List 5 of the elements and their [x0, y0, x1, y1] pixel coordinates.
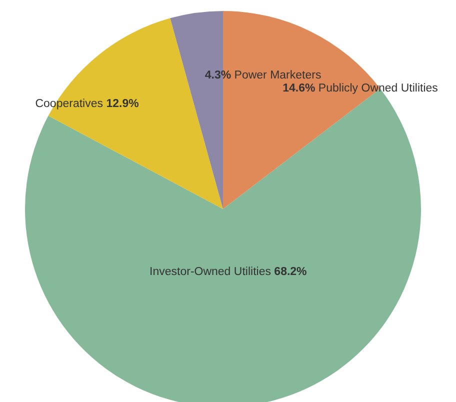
data-label: 12.9% — [106, 98, 139, 110]
slice-label: Investor-Owned Utilities — [150, 266, 272, 278]
data-label: 14.6% — [282, 82, 316, 94]
slice-label: Power Marketers — [234, 70, 322, 82]
data-label: 68.2% — [274, 266, 307, 278]
